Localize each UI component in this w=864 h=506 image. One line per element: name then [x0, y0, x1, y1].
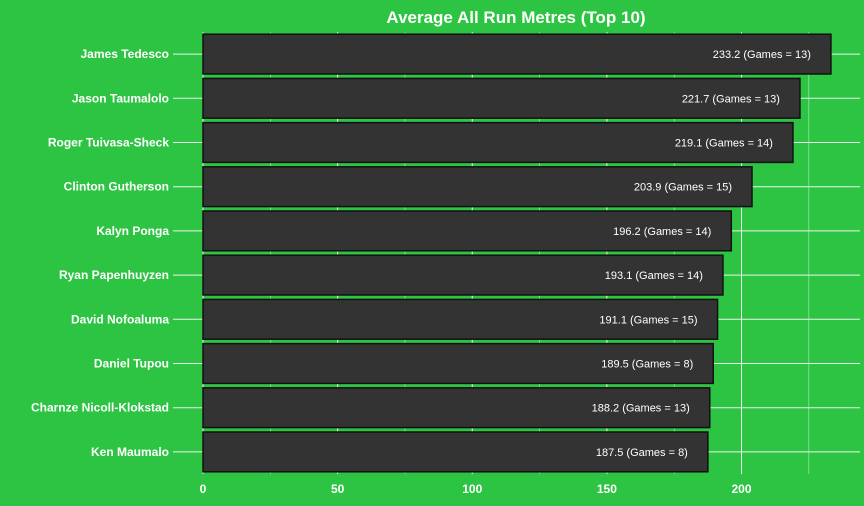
y-tick-label: Daniel Tupou	[94, 357, 169, 371]
bar	[202, 342, 715, 385]
y-tick-label: James Tedesco	[81, 47, 170, 61]
y-tick-label: Clinton Gutherson	[64, 180, 169, 194]
chart-title: Average All Run Metres (Top 10)	[386, 8, 645, 27]
y-tick-label: Charnze Nicoll-Klokstad	[31, 401, 169, 415]
y-tick-label: Roger Tuivasa-Sheck	[48, 136, 169, 150]
data-label: 188.2 (Games = 13)	[592, 403, 690, 415]
x-tick-label: 50	[331, 482, 345, 496]
x-tick-label: 150	[597, 482, 617, 496]
y-tick-label: Jason Taumalolo	[72, 91, 169, 105]
data-label: 187.5 (Games = 8)	[596, 447, 688, 459]
x-tick-label: 100	[462, 482, 482, 496]
bar	[202, 298, 719, 340]
y-tick-label: Ryan Papenhuyzen	[59, 268, 169, 282]
x-tick-label: 200	[732, 482, 752, 496]
bars: 233.2 (Games = 13) 221.7 (Games = 13) 219.…	[202, 33, 832, 473]
y-tick-label: Ken Maumalo	[91, 445, 169, 459]
bar	[202, 387, 711, 429]
data-label: 233.2 (Games = 13)	[713, 49, 811, 61]
data-label: 219.1 (Games = 14)	[675, 138, 773, 150]
data-label: 196.2 (Games = 14)	[613, 226, 711, 238]
y-tick-label: David Nofoaluma	[71, 312, 169, 326]
y-tick-label: Kalyn Ponga	[96, 224, 169, 238]
bar	[202, 431, 709, 473]
data-label: 203.9 (Games = 15)	[634, 182, 732, 194]
data-label: 193.1 (Games = 14)	[605, 270, 703, 282]
data-label: 221.7 (Games = 13)	[682, 93, 780, 105]
bar	[202, 77, 801, 119]
bar	[202, 254, 724, 296]
x-tick-label: 0	[200, 482, 207, 496]
data-label: 191.1 (Games = 15)	[599, 314, 697, 326]
data-label: 189.5 (Games = 8)	[601, 359, 693, 371]
bar	[202, 166, 753, 208]
bar	[202, 210, 733, 252]
y-axis-labels: James Tedesco Jason Taumalolo Roger Tuivas…	[31, 47, 169, 459]
bar	[202, 121, 794, 164]
x-axis-ticks: 0 50 100 150 200	[200, 482, 752, 496]
bar	[202, 33, 832, 75]
